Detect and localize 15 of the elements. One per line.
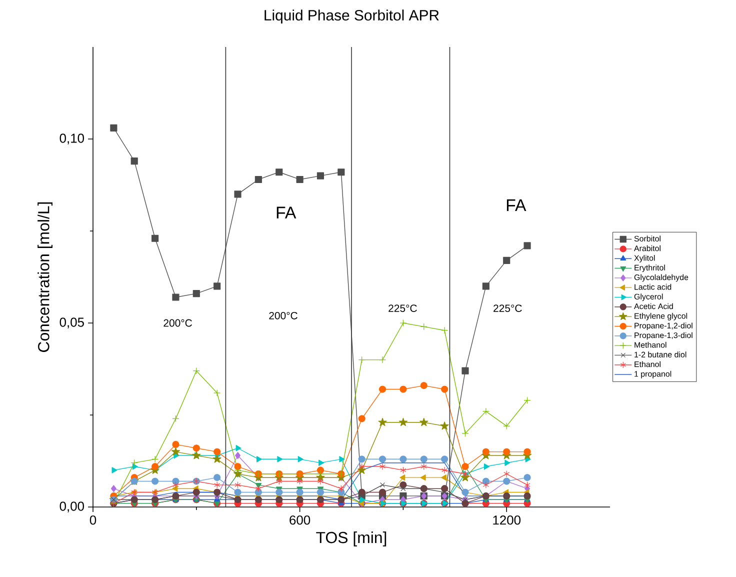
x-axis-title: TOS [min] [316, 532, 386, 546]
y-tick-label: 0,10 [60, 134, 84, 144]
y-tick-label: 0,05 [60, 318, 84, 328]
annotation: FA [506, 199, 526, 212]
x-tick-label: 1200 [493, 516, 521, 525]
annotation: 225°C [388, 304, 417, 312]
chart-title: Liquid Phase Sorbitol APR [264, 10, 439, 24]
annotation: 200°C [164, 319, 192, 327]
x-tick-label: 600 [290, 516, 310, 525]
annotation: FA [276, 206, 296, 218]
y-axis-title: Concentration [mol/L] [38, 202, 52, 352]
x-tick-label: 0 [90, 516, 96, 525]
y-tick-label: 0,00 [60, 502, 84, 512]
annotation: 225°C [494, 304, 522, 312]
annotation: 200°C [269, 312, 298, 320]
